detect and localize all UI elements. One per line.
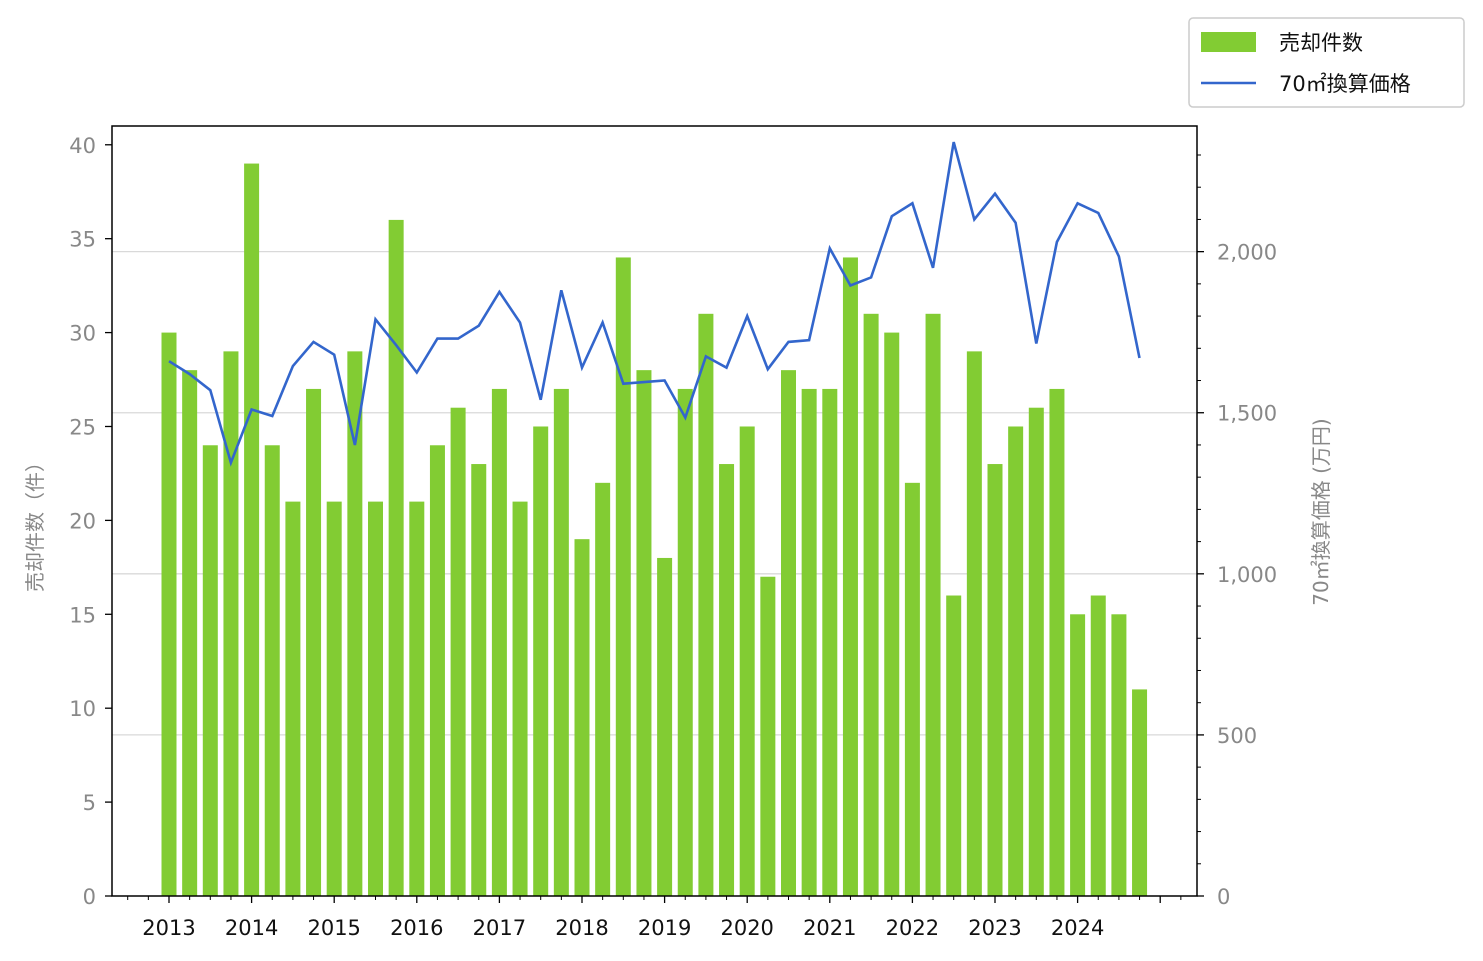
bar — [636, 370, 652, 896]
bar — [202, 445, 218, 896]
bar — [615, 257, 631, 897]
bar — [1090, 595, 1106, 896]
bar — [244, 163, 260, 896]
x-tick-label: 2022 — [886, 916, 939, 940]
bar — [863, 313, 879, 896]
price-line — [168, 141, 1141, 467]
right-tick-label: 1,500 — [1217, 402, 1277, 426]
bar — [368, 501, 383, 896]
bar — [326, 501, 342, 896]
x-tick-label: 2014 — [225, 916, 278, 940]
x-tick-label: 2019 — [638, 916, 691, 940]
left-tick-label: 15 — [69, 603, 96, 627]
bar — [657, 557, 673, 896]
x-tick-label: 2024 — [1051, 916, 1104, 940]
x-tick-label: 2023 — [968, 916, 1021, 940]
left-tick-label: 20 — [69, 509, 96, 533]
left-tick-label: 40 — [69, 134, 96, 158]
bar — [698, 313, 714, 896]
bar — [987, 464, 1003, 896]
right-axis: 0 500 1,000 1,500 2,000 — [1197, 154, 1277, 909]
right-tick-label: 1,000 — [1217, 563, 1277, 587]
x-axis: 2013 2014 2015 2016 2017 2018 2019 2020 2021 2022… — [127, 896, 1182, 940]
bar — [491, 388, 507, 896]
x-tick-label: 2017 — [473, 916, 526, 940]
legend-label-price: 70㎡換算価格 — [1279, 72, 1411, 96]
bar — [1028, 407, 1044, 896]
bar — [471, 464, 487, 896]
bar — [842, 257, 858, 897]
legend-label-sales: 売却件数 — [1279, 31, 1363, 55]
bar — [1111, 614, 1127, 896]
bar — [533, 426, 549, 896]
bar — [1049, 388, 1065, 896]
bar-series — [161, 163, 1148, 897]
bar — [429, 445, 445, 896]
bar — [884, 332, 900, 897]
x-tick-label: 2018 — [555, 916, 608, 940]
left-tick-label: 25 — [69, 415, 96, 439]
bar — [388, 219, 404, 896]
bar — [966, 351, 982, 896]
bar — [512, 501, 528, 896]
bar — [347, 351, 363, 896]
bar — [450, 407, 466, 896]
right-tick-label: 500 — [1217, 724, 1257, 748]
left-tick-label: 5 — [83, 791, 96, 815]
bar — [925, 313, 941, 896]
right-tick-label: 2,000 — [1217, 241, 1277, 265]
bar — [760, 576, 776, 896]
bar — [781, 370, 796, 896]
bar — [822, 388, 838, 896]
x-tick-label: 2013 — [142, 916, 195, 940]
bar — [285, 501, 301, 896]
x-tick-label: 2021 — [803, 916, 856, 940]
left-tick-label: 10 — [69, 697, 96, 721]
x-tick-label: 2016 — [390, 916, 443, 940]
bar — [739, 426, 755, 896]
left-axis: 0 5 10 15 20 25 30 35 40 — [69, 134, 112, 909]
bar — [553, 388, 569, 896]
x-tick-label: 2020 — [720, 916, 773, 940]
bar — [595, 482, 611, 896]
right-tick-label: 0 — [1217, 885, 1230, 909]
bar — [801, 388, 817, 896]
bar — [306, 388, 322, 896]
bar — [904, 482, 920, 896]
bar — [946, 595, 962, 896]
bar — [1008, 426, 1024, 896]
bar — [719, 464, 735, 896]
right-axis-title: 70㎡換算価格 (万円) — [1309, 418, 1333, 605]
bar — [574, 539, 590, 896]
left-tick-label: 0 — [83, 885, 96, 909]
left-tick-label: 35 — [69, 228, 96, 252]
bar — [409, 501, 425, 896]
legend: 売却件数 70㎡換算価格 — [1188, 17, 1465, 108]
left-axis-title: 売却件数（件） — [23, 452, 47, 592]
x-tick-label: 2015 — [307, 916, 360, 940]
left-tick-label: 30 — [69, 322, 96, 346]
bar — [677, 388, 693, 896]
bar — [1070, 614, 1086, 896]
bar — [1132, 689, 1148, 896]
plot-frame — [111, 125, 1198, 897]
legend-swatch-bar — [1201, 32, 1256, 52]
bar — [223, 351, 239, 896]
bar — [161, 332, 177, 897]
bar — [264, 445, 280, 896]
legend-box — [1188, 17, 1465, 108]
bar — [182, 370, 198, 896]
